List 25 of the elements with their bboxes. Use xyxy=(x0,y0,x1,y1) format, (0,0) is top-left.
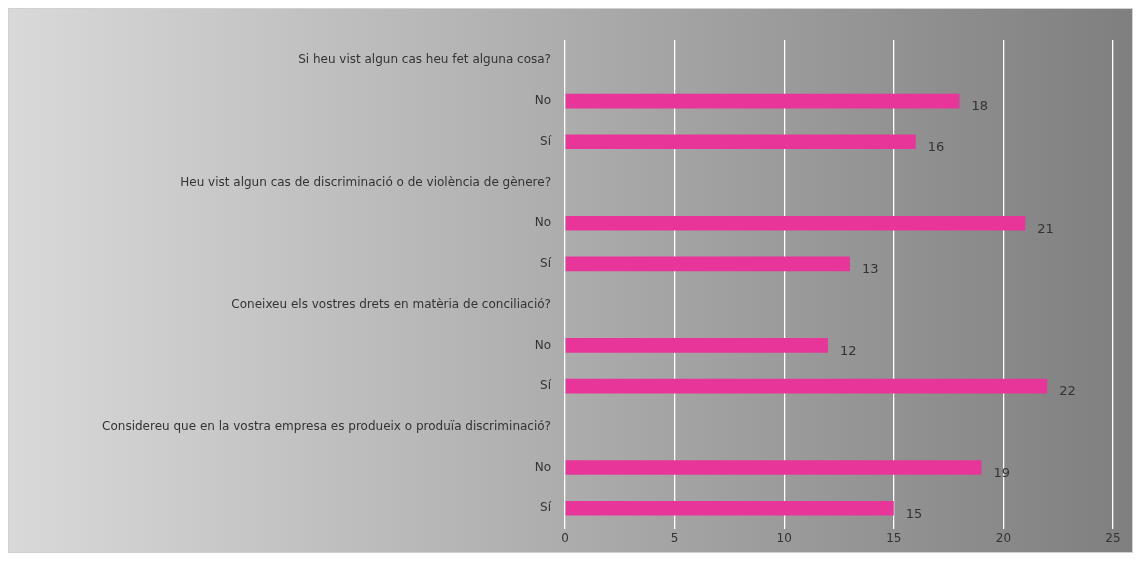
x-tick-label: 20 xyxy=(995,530,1012,545)
x-tick-label: 10 xyxy=(776,530,792,545)
data-label: 21 xyxy=(1037,220,1054,236)
x-tick-label: 15 xyxy=(886,530,902,545)
data-label: 16 xyxy=(927,139,945,155)
y-tick-label: Coneixeu els vostres drets en matèria de conciliació? xyxy=(231,296,551,311)
y-tick-label: No xyxy=(534,459,551,474)
data-label: 13 xyxy=(861,261,879,277)
y-tick-label: Sí xyxy=(540,500,552,515)
x-tick-label: 5 xyxy=(670,530,679,545)
y-tick-label: Heu vist algun cas de discriminació o de violència de gènere? xyxy=(180,174,551,189)
data-label: 15 xyxy=(905,505,923,521)
y-tick-label: Sí xyxy=(540,256,552,271)
y-tick-label: Sí xyxy=(540,133,552,148)
y-tick-label: No xyxy=(534,93,551,108)
y-tick-label: Sí xyxy=(540,378,552,393)
y-tick-label: No xyxy=(534,215,551,230)
y-tick-label: No xyxy=(534,337,551,352)
y-tick-label: Si heu vist algun cas heu fet alguna cosa? xyxy=(298,52,551,67)
data-label: 22 xyxy=(1059,383,1076,399)
y-tick-label: Considereu que en la vostra empresa es produeix o produïa discriminació? xyxy=(102,418,551,433)
data-label: 18 xyxy=(971,98,989,114)
x-tick-label: 25 xyxy=(1105,530,1121,545)
x-tick-label: 0 xyxy=(561,530,569,545)
data-label: 12 xyxy=(840,342,857,358)
